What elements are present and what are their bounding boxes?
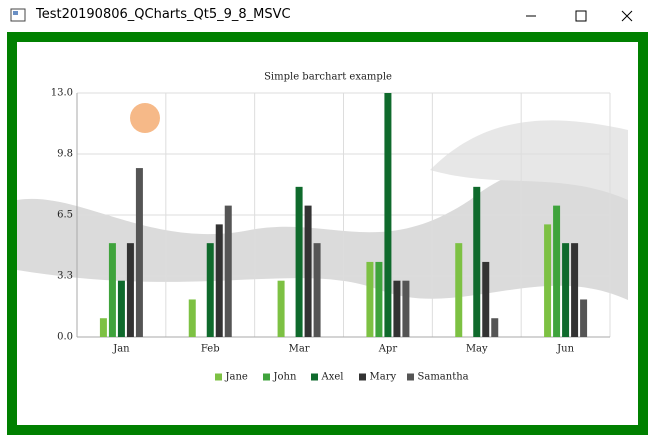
y-tick-label: 6.5 (57, 210, 73, 221)
app-icon (10, 8, 26, 22)
legend-swatch (262, 372, 271, 382)
bar (117, 280, 125, 337)
bar (402, 280, 410, 337)
bar (473, 186, 481, 337)
bar (491, 318, 499, 337)
bar (384, 93, 392, 337)
x-tick-label: Apr (378, 344, 398, 355)
bar (304, 205, 312, 337)
mountain (17, 164, 628, 300)
bar (188, 299, 196, 337)
bar (99, 318, 107, 337)
y-tick-label: 13.0 (51, 88, 73, 99)
bar (482, 261, 490, 337)
bar (206, 243, 214, 337)
legend-label: Axel (321, 372, 344, 383)
bar (126, 243, 134, 337)
title-bar: Test20190806_QCharts_Qt5_9_8_MSVC (0, 0, 658, 32)
bar (375, 261, 383, 337)
bar (135, 168, 143, 337)
bar (215, 224, 223, 337)
legend-label: John (273, 372, 297, 383)
legend-swatch (310, 372, 319, 382)
app-icon-detail (13, 11, 18, 15)
bar (224, 205, 232, 337)
title-bar-icons (10, 8, 633, 22)
sun (130, 103, 160, 133)
legend-label: Mary (370, 372, 397, 383)
bar (366, 261, 374, 337)
legend-label: Samantha (418, 372, 469, 383)
y-tick-label: 9.8 (57, 149, 73, 160)
chart-title: Simple barchart example (264, 72, 392, 83)
legend-swatch (406, 372, 415, 382)
bar (553, 205, 561, 337)
bar (295, 186, 303, 337)
x-tick-label: Feb (201, 344, 220, 355)
maximize-button[interactable] (575, 10, 587, 22)
bar (571, 243, 579, 337)
bar (277, 280, 285, 337)
bar (393, 280, 401, 337)
ink-background (17, 120, 628, 300)
window-title: Test20190806_QCharts_Qt5_9_8_MSVC (36, 7, 291, 22)
bar (455, 243, 463, 337)
close-button[interactable] (621, 10, 633, 22)
x-tick-label: Mar (289, 344, 310, 355)
legend-label: Jane (225, 372, 248, 383)
legend-swatch (214, 372, 223, 382)
bar (580, 299, 588, 337)
y-tick-label: 3.3 (57, 271, 73, 282)
bar (544, 224, 552, 337)
chart-frame (7, 32, 648, 435)
legend-swatch (358, 372, 367, 382)
x-tick-label: May (466, 344, 488, 355)
x-tick-label: Jun (556, 344, 574, 355)
bar (108, 243, 116, 337)
x-tick-label: Jan (112, 344, 130, 355)
y-tick-label: 0.0 (57, 332, 73, 343)
bar (562, 243, 570, 337)
bar (313, 243, 321, 337)
mountain (430, 120, 628, 200)
